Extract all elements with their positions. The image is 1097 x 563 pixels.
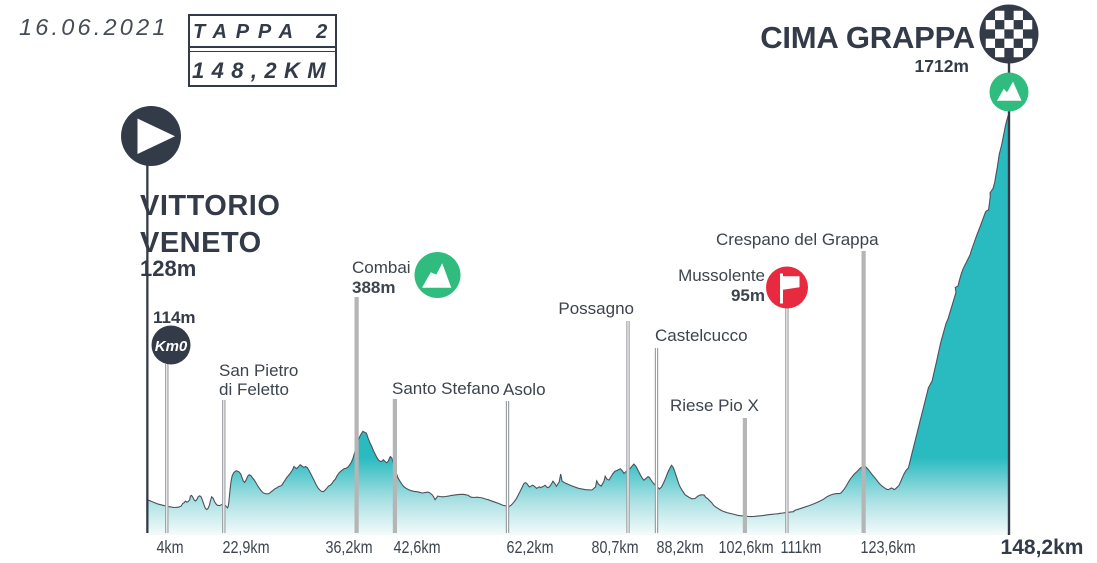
svg-text:Km0: Km0 bbox=[155, 338, 188, 355]
